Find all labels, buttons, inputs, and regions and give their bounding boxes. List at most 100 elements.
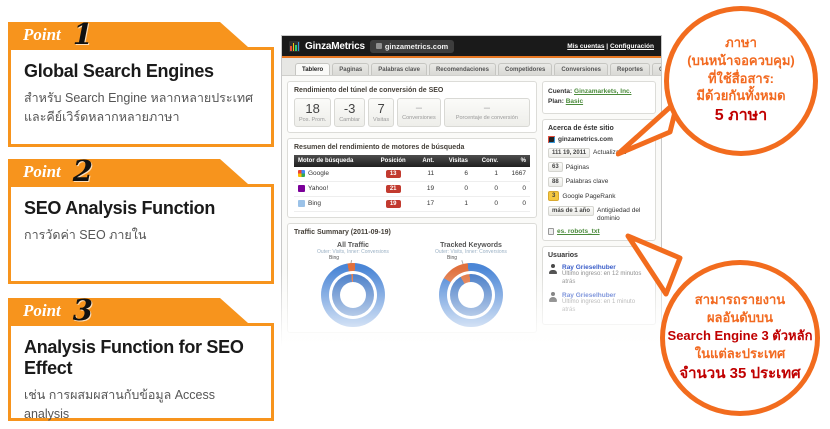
tab-tablero[interactable]: Tablero — [295, 63, 331, 75]
col-ant: Ant. — [413, 154, 439, 167]
about-item-label: Páginas — [565, 163, 590, 171]
engine-row-bing: Bing 19 17 1 0 0 — [294, 196, 530, 212]
site-domain-link[interactable]: ginzametrics.com — [558, 136, 613, 143]
stat-label: Pos. Prom. — [299, 116, 327, 123]
stat-value: 7 — [377, 101, 385, 116]
visitas-value: 1 — [438, 196, 472, 212]
stat-value: 18 — [305, 101, 320, 116]
app-header-bar: GinzaMetrics ginzametrics.com Mis cuenta… — [282, 36, 661, 56]
point-3-label: Point — [23, 300, 61, 320]
bubble-line: สามารถรายงาน — [694, 292, 786, 308]
bubble-line: ในแต่ละประเทศ — [694, 346, 786, 362]
pct-value: 0 — [502, 196, 530, 212]
bubble-highlight: 5 ภาษา — [714, 107, 768, 125]
chart-title: Tracked Keywords — [440, 241, 502, 249]
site-selector-chip[interactable]: ginzametrics.com — [369, 39, 455, 53]
traffic-summary-panel: Traffic Summary (2011-09-19) All Traffic… — [287, 222, 537, 333]
tab-recomendaciones[interactable]: Recomendaciones — [428, 63, 496, 75]
col-conv: Conv. — [471, 154, 503, 167]
tab-reportes[interactable]: Reportes — [610, 63, 651, 75]
count-chip: 63 — [548, 162, 563, 172]
pct-value: 0 — [502, 181, 530, 197]
about-item-label: Google PageRank — [562, 192, 616, 200]
user-last-login: Último ingreso: en 1 minuto atrás — [562, 298, 636, 313]
conv-value: 0 — [471, 181, 503, 197]
point-card-1: Point 1 Global Search Engines สำหรับ Sea… — [8, 22, 274, 147]
stat-value: – — [483, 102, 490, 114]
seo-funnel-title: Rendimiento del túnel de conversión de S… — [294, 87, 444, 94]
user-name-link[interactable]: Ray Grieselhuber — [562, 264, 616, 272]
tab-conversiones[interactable]: Conversiones — [554, 63, 609, 75]
ant-value: 11 — [413, 166, 439, 182]
col-motor: Motor de búsqueda — [294, 154, 373, 167]
position-badge: 13 — [385, 169, 401, 178]
bubble-line: มีด้วยกันทั้งหมด — [696, 88, 786, 104]
mis-cuentas-link[interactable]: Mis cuentas — [567, 42, 605, 50]
col-posicion: Posición — [372, 154, 414, 167]
stat-value: – — [415, 102, 422, 114]
bubble-line: ที่ใช้สื่อสาร: — [707, 70, 775, 86]
col-visitas: Visitas — [438, 154, 472, 167]
stat-label: Visitas — [373, 116, 390, 123]
point-1-label: Point — [23, 24, 61, 44]
about-item-antiguedad: más de 1 año Antigüedad del dominio — [548, 205, 650, 224]
tracked-keywords-chart: Tracked Keywords Outer: Visits, Inner: C… — [413, 242, 529, 327]
tab-competidores[interactable]: Competidores — [497, 63, 553, 75]
robots-row: es. robots_txt — [548, 228, 650, 236]
bing-annotation: Bing — [329, 254, 340, 261]
bing-annotation: Bing — [447, 254, 458, 261]
about-item-paginas: 63 Páginas — [548, 162, 650, 172]
point-3-tab: Point 3 — [8, 298, 248, 323]
bing-favicon-icon — [298, 200, 305, 208]
engine-name: Google — [308, 170, 329, 178]
bubble-line: (บนหน้าจอควบคุม) — [687, 52, 795, 68]
site-favicon-icon — [548, 136, 555, 143]
speech-bubble-countries: สามารถรายงาน ผลอันดับบน Search Engine 3 … — [660, 260, 820, 416]
pct-value: 1667 — [502, 166, 530, 182]
ant-value: 17 — [413, 196, 439, 212]
point-3-box: Analysis Function for SEO Effect เช่น กา… — [8, 323, 274, 421]
point-3-title: Analysis Function for SEO Effect — [24, 337, 244, 378]
engines-table: Motor de búsqueda Posición Ant. Visitas … — [294, 154, 530, 212]
stat-porcentaje-conversion: – Porcentaje de conversión — [443, 98, 530, 127]
bubble-line: ภาษา — [725, 34, 757, 50]
about-item-actualizado: 111 19, 2011 Actualizado — [548, 147, 650, 158]
visitas-value: 6 — [438, 166, 472, 182]
robots-txt-link[interactable]: es. robots_txt — [557, 228, 600, 236]
brand-barchart-icon — [289, 40, 300, 52]
about-item-palabras-clave: 88 Palabras clave — [548, 176, 650, 187]
dashboard-tab-bar: Tablero Paginas Palabras clave Recomenda… — [282, 58, 661, 76]
point-2-description: การวัดค่า SEO ภายใน — [24, 228, 147, 242]
point-1-number: 1 — [72, 16, 93, 51]
seo-funnel-panel: Rendimiento del túnel de conversión de S… — [287, 81, 537, 133]
google-favicon-icon — [298, 170, 305, 178]
stat-label: Porcentaje de conversión — [455, 114, 518, 121]
engines-header-row: Motor de búsqueda Posición Ant. Visitas … — [294, 154, 530, 167]
bubble-highlight: จำนวน 35 ประเทศ — [679, 365, 801, 383]
tab-palabras-clave[interactable]: Palabras clave — [371, 63, 427, 75]
about-item-pagerank: 3 Google PageRank — [548, 191, 650, 201]
brand-name: GinzaMetrics — [305, 40, 365, 52]
tab-paginas[interactable]: Paginas — [332, 63, 370, 75]
all-traffic-donut: Bing — [321, 255, 385, 327]
site-favicon-icon — [375, 43, 382, 49]
traffic-summary-title: Traffic Summary (2011-09-19) — [294, 228, 391, 236]
stat-label: Cambiar — [339, 116, 360, 123]
tab-configuracion[interactable]: Configuración — [652, 63, 661, 75]
site-selector-domain: ginzametrics.com — [384, 41, 449, 51]
engine-name: Yahoo! — [308, 185, 329, 193]
account-box: Cuenta: Ginzamarkets, Inc. Plan: Basic — [542, 81, 656, 114]
donut-hole — [458, 281, 484, 308]
stat-cambiar: -3 Cambiar — [334, 98, 365, 127]
about-site-title: Acerca de éste sitio — [548, 125, 614, 132]
date-chip: 111 19, 2011 — [548, 147, 591, 158]
cuenta-label: Cuenta: — [548, 88, 573, 95]
cuenta-link[interactable]: Ginzamarkets, Inc. — [574, 88, 632, 95]
plan-link[interactable]: Basic — [565, 98, 584, 105]
position-badge: 21 — [385, 184, 401, 193]
person-icon — [548, 291, 558, 302]
user-name-link[interactable]: Ray Grieselhuber — [562, 291, 616, 299]
point-2-number: 2 — [72, 153, 93, 188]
configuracion-link[interactable]: Configuración — [609, 42, 654, 50]
